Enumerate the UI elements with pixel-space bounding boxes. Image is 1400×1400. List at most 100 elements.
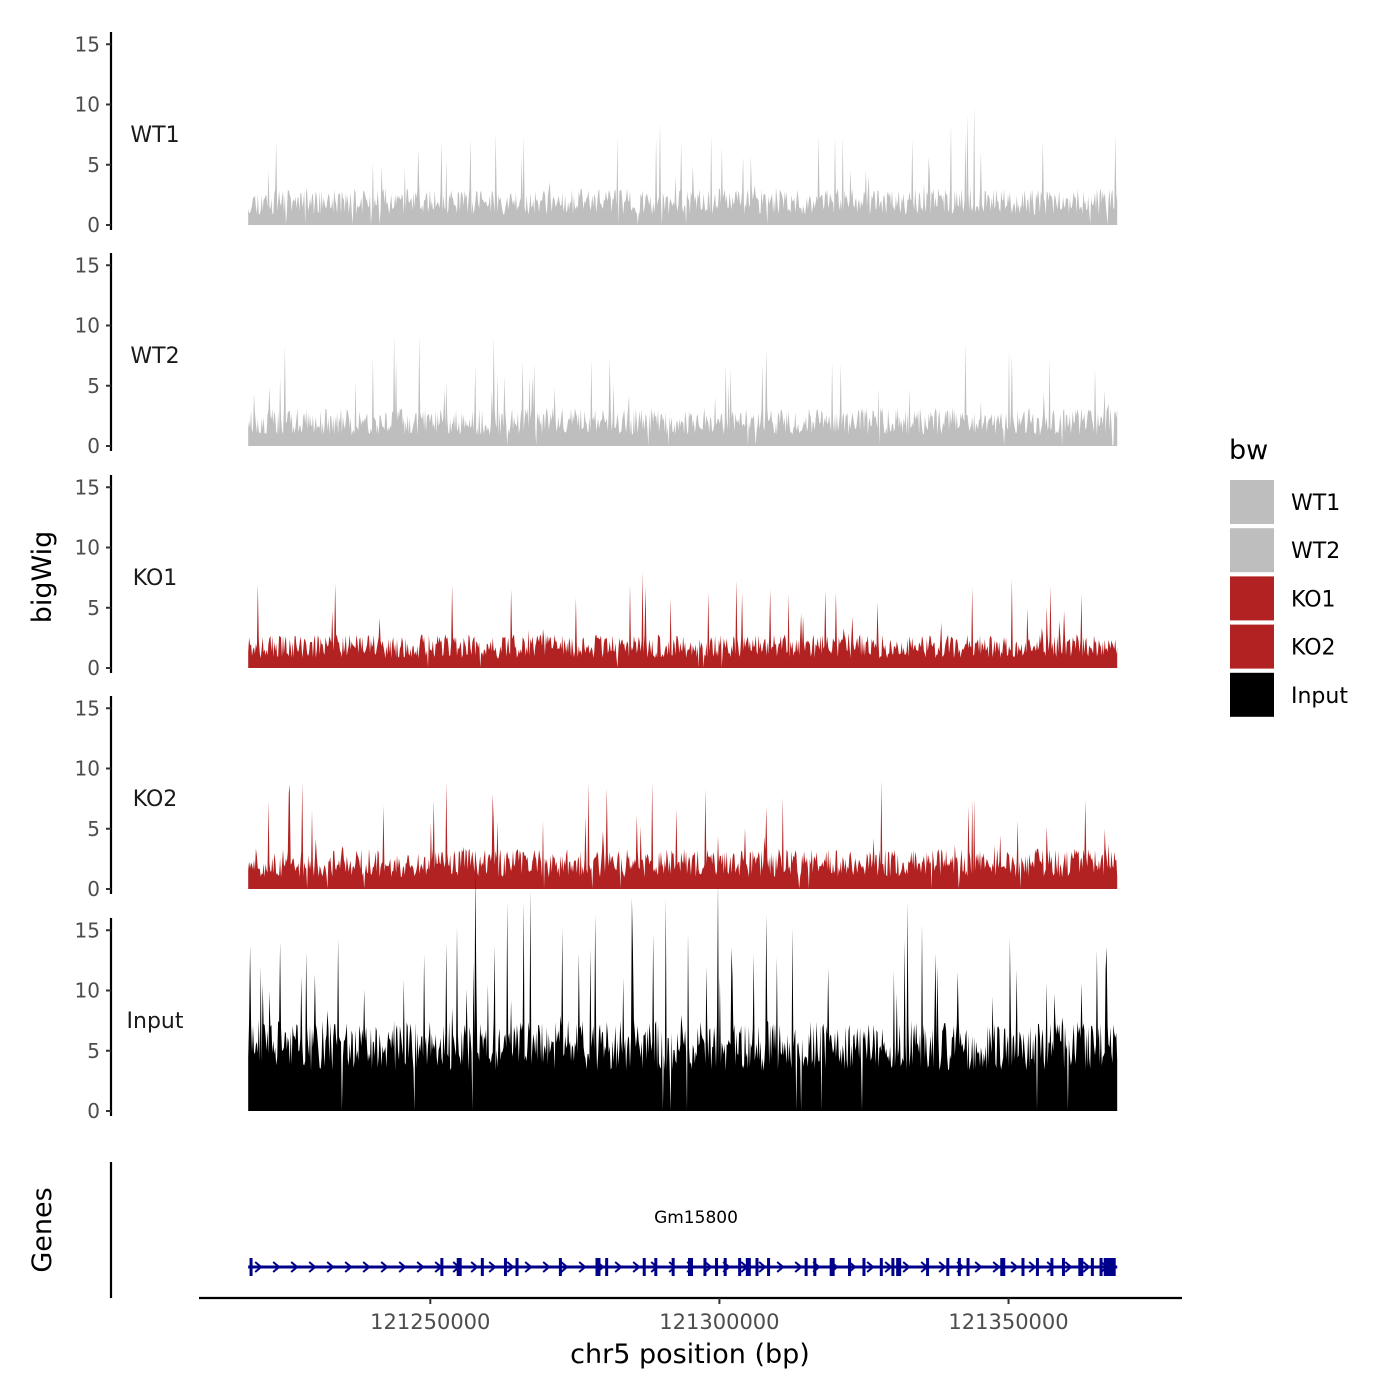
strand-arrow <box>488 1261 497 1273</box>
track-label-ko1: KO1 <box>133 566 178 591</box>
strand-arrow <box>1028 1261 1037 1273</box>
y-tick-label-wt1-15: 15 <box>75 32 100 56</box>
strand-arrow <box>290 1261 299 1273</box>
gene-exon <box>966 1258 970 1276</box>
gene-exon <box>654 1258 658 1276</box>
y-tick-label-ko2-5: 5 <box>87 817 100 841</box>
y-tick-label-ko1-10: 10 <box>75 536 100 560</box>
gene-exon <box>926 1258 930 1276</box>
genes-panel: Genes Gm15800 121250000 121300000 12135000… <box>27 1162 1182 1334</box>
track-input: 0 5 10 15 Input <box>75 870 1118 1123</box>
legend-key-ko1 <box>1230 576 1274 621</box>
y-tick-label-ko1-5: 5 <box>87 596 100 620</box>
strand-arrow <box>794 1261 803 1273</box>
gene-exon <box>1000 1258 1006 1276</box>
y-tick-label-wt2-15: 15 <box>75 253 100 277</box>
strand-arrow <box>560 1261 569 1273</box>
y-tick-label-ko1-15: 15 <box>75 475 100 499</box>
gene-exon <box>688 1258 693 1276</box>
gene-exon <box>723 1258 727 1276</box>
gene-exon <box>813 1258 817 1276</box>
track-label-input: Input <box>127 1009 184 1034</box>
gene-exon <box>946 1258 950 1276</box>
y-tick-label-input-15: 15 <box>75 918 100 942</box>
y-tick-label-ko2-15: 15 <box>75 696 100 720</box>
strand-arrow <box>938 1261 947 1273</box>
y-tick-label-input-5: 5 <box>87 1039 100 1063</box>
strand-arrow <box>1010 1261 1019 1273</box>
gene-exon <box>738 1258 742 1276</box>
gene-exon <box>1099 1258 1103 1276</box>
gene-exon <box>715 1258 719 1276</box>
signal-area-wt2 <box>248 335 1118 446</box>
y-tick-label-wt1-10: 10 <box>75 93 100 117</box>
y-tick-label-ko2-0: 0 <box>87 877 100 901</box>
y-tick-label-wt1-5: 5 <box>87 153 100 177</box>
y-tick-label-input-0: 0 <box>87 1099 100 1123</box>
strand-arrow <box>254 1261 263 1273</box>
track-ko1: 0 5 10 15 KO1 <box>75 475 1118 680</box>
strand-arrow <box>272 1261 281 1273</box>
track-label-wt1: WT1 <box>130 123 179 148</box>
gene-name-label: Gm15800 <box>654 1208 738 1228</box>
signal-area-input <box>248 870 1118 1111</box>
strand-arrow <box>1082 1261 1091 1273</box>
track-label-ko2: KO2 <box>133 787 178 812</box>
legend-key-wt2 <box>1230 528 1274 573</box>
gene-exon <box>829 1258 835 1276</box>
legend-label-wt1: WT1 <box>1291 491 1340 516</box>
gene-exon <box>862 1258 866 1276</box>
gene-exon <box>456 1258 462 1276</box>
gene-exon <box>1021 1258 1025 1276</box>
gene-exon <box>703 1258 707 1276</box>
tracks-layer: 0 5 10 15 WT1 0 5 10 15 WT2 0 5 10 15 KO1 0 5 10 15 KO2 0 5 10… <box>75 32 1118 1123</box>
strand-arrow <box>416 1261 425 1273</box>
gene-exon <box>595 1258 601 1276</box>
y-tick-label-ko2-10: 10 <box>75 757 100 781</box>
track-label-wt2: WT2 <box>130 344 179 369</box>
gene-exon <box>745 1258 751 1276</box>
y-tick-label-wt2-0: 0 <box>87 434 100 458</box>
strand-arrow <box>866 1261 875 1273</box>
track-wt1: 0 5 10 15 WT1 <box>75 32 1118 237</box>
gene-exon <box>879 1258 883 1276</box>
x-axis-label: chr5 position (bp) <box>570 1339 810 1370</box>
strand-arrow <box>776 1261 785 1273</box>
gene-exon <box>440 1258 444 1276</box>
gene-exon <box>558 1258 562 1276</box>
strand-arrow <box>380 1261 389 1273</box>
legend-key-wt1 <box>1230 480 1274 524</box>
y-tick-label-wt2-5: 5 <box>87 374 100 398</box>
y-tick-label-input-10: 10 <box>75 979 100 1003</box>
strand-arrow <box>992 1261 1001 1273</box>
strand-arrow <box>1064 1261 1073 1273</box>
y-tick-label-ko1-0: 0 <box>87 656 100 680</box>
strand-arrow <box>902 1261 911 1273</box>
gene-exon <box>1103 1258 1116 1276</box>
legend-title: bw <box>1229 435 1268 466</box>
legend-label-ko1: KO1 <box>1291 587 1336 612</box>
signal-area-ko2 <box>248 780 1118 889</box>
gene-exon <box>891 1258 895 1276</box>
gene-exon <box>642 1258 646 1276</box>
legend: bw WT1 WT2 KO1 KO2 Input <box>1229 435 1348 717</box>
strand-arrow <box>506 1261 515 1273</box>
track-wt2: 0 5 10 15 WT2 <box>75 253 1118 458</box>
strand-arrow <box>758 1261 767 1273</box>
strand-arrow <box>344 1261 353 1273</box>
strand-arrow <box>632 1261 641 1273</box>
strand-arrow <box>974 1261 983 1273</box>
gene-exon <box>1090 1258 1094 1276</box>
gene-exon <box>848 1258 852 1276</box>
y-tick-label-wt2-10: 10 <box>75 314 100 338</box>
strand-arrow <box>542 1261 551 1273</box>
strand-arrow <box>524 1261 533 1273</box>
gene-exon <box>503 1258 507 1276</box>
strand-arrow <box>362 1261 371 1273</box>
strand-arrow <box>884 1261 893 1273</box>
gene-exon <box>1035 1258 1039 1276</box>
legend-label-ko2: KO2 <box>1291 636 1336 661</box>
gene-exon <box>896 1258 902 1276</box>
signal-area-ko1 <box>248 572 1118 668</box>
